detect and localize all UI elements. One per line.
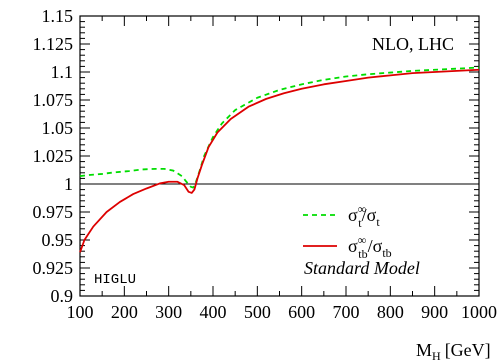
axis-ticks <box>79 15 480 297</box>
plot-frame <box>79 15 480 297</box>
x-tick-label: 400 <box>200 302 227 322</box>
x-tick-label: 500 <box>244 302 271 322</box>
x-tick-label: 1000 <box>461 302 497 322</box>
legend-label-top-only: σ∞ t/σt <box>348 202 380 230</box>
series-line-top-bottom <box>79 68 480 253</box>
y-tick-label: 1.025 <box>33 146 74 166</box>
annotation-standard-model: Standard Model <box>304 258 420 278</box>
x-tick-label: 700 <box>333 302 360 322</box>
x-tick-labels: 100 200 300 400 500 600 700 800 900 1000 <box>67 302 498 322</box>
y-tick-label: 1.15 <box>42 6 74 26</box>
series-line-top-only <box>79 66 480 189</box>
y-tick-label: 1.125 <box>33 34 74 54</box>
x-tick-label: 600 <box>288 302 315 322</box>
annotation-nlo-lhc: NLO, LHC <box>372 34 454 54</box>
legend: σ∞ t/σt σ∞ tb/σtb <box>303 202 392 261</box>
x-tick-label: 100 <box>67 302 94 322</box>
annotation-higlu: HIGLU <box>94 272 136 288</box>
y-tick-label: 0.925 <box>33 258 74 278</box>
x-axis-label: MH [GeV] <box>416 340 491 363</box>
y-tick-labels: 0.9 0.925 0.95 0.975 1 1.025 1.05 1.075 1.1 1.125… <box>33 6 74 306</box>
y-tick-label: 0.975 <box>33 202 74 222</box>
y-tick-label: 1 <box>64 174 73 194</box>
series-curves <box>79 66 480 253</box>
x-tick-label: 200 <box>111 302 138 322</box>
x-tick-label: 300 <box>155 302 182 322</box>
y-tick-label: 1.075 <box>33 90 74 110</box>
y-tick-label: 0.95 <box>42 230 74 250</box>
y-tick-label: 1.05 <box>42 118 74 138</box>
y-tick-label: 1.1 <box>51 62 74 82</box>
x-tick-label: 800 <box>377 302 404 322</box>
y-tick-label: 0.9 <box>51 286 74 306</box>
x-tick-label: 900 <box>421 302 448 322</box>
legend-label-top-bottom: σ∞ tb/σtb <box>348 233 392 261</box>
